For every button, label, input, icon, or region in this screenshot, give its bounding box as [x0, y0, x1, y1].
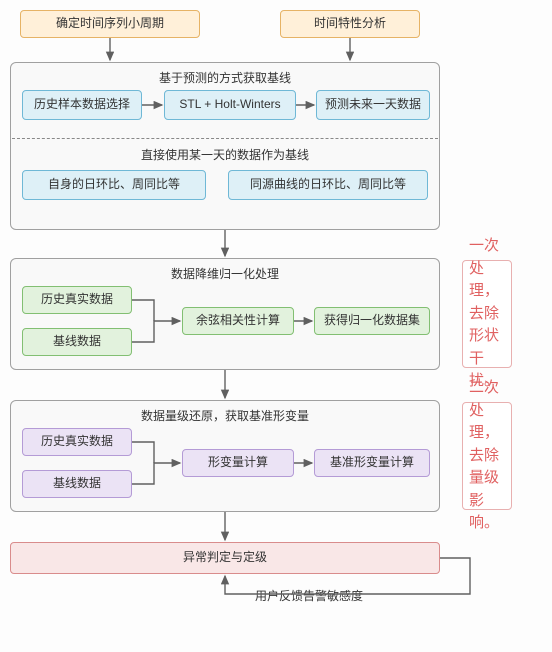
node-hist-data-2: 历史真实数据: [22, 428, 132, 456]
node-normalized-set: 获得归一化数据集: [314, 307, 430, 335]
node-baseline-data-1: 基线数据: [22, 328, 132, 356]
annotation-1: 一次处理，去除形状干扰。: [462, 260, 512, 368]
label: 历史样本数据选择: [34, 97, 130, 113]
label: 同源曲线的日环比、周同比等: [250, 177, 406, 193]
label: 历史真实数据: [41, 434, 113, 450]
group-title-normalize: 数据降维归一化处理: [11, 265, 439, 282]
label: 基线数据: [53, 334, 101, 350]
node-deform-calc: 形变量计算: [182, 449, 294, 477]
label: 余弦相关性计算: [196, 313, 280, 329]
feedback-label: 用户反馈告警敏感度: [255, 587, 363, 604]
group-title-predict: 基于预测的方式获取基线: [11, 69, 439, 86]
label: 自身的日环比、周同比等: [48, 177, 180, 193]
node-self-ratio: 自身的日环比、周同比等: [22, 170, 206, 200]
node-stl-hw: STL + Holt-Winters: [164, 90, 296, 120]
node-cosine: 余弦相关性计算: [182, 307, 294, 335]
node-history-sample: 历史样本数据选择: [22, 90, 142, 120]
node-baseline-data-2: 基线数据: [22, 470, 132, 498]
group-title-restore: 数据量级还原，获取基准形变量: [11, 407, 439, 424]
label: 时间特性分析: [314, 16, 386, 32]
label: 获得归一化数据集: [324, 313, 420, 329]
label: STL + Holt-Winters: [179, 97, 280, 113]
annotation-2: 二次处理，去除量级影响。: [462, 402, 512, 510]
label: 基准形变量计算: [330, 455, 414, 471]
node-time-analysis: 时间特性分析: [280, 10, 420, 38]
label: 历史真实数据: [41, 292, 113, 308]
group-title-direct: 直接使用某一天的数据作为基线: [10, 146, 440, 163]
node-hist-data-1: 历史真实数据: [22, 286, 132, 314]
label: 形变量计算: [208, 455, 268, 471]
node-determine-period: 确定时间序列小周期: [20, 10, 200, 38]
flowchart-canvas: 确定时间序列小周期 时间特性分析 基于预测的方式获取基线 历史样本数据选择 ST…: [10, 10, 542, 642]
node-source-ratio: 同源曲线的日环比、周同比等: [228, 170, 428, 200]
node-anomaly-judge: 异常判定与定级: [10, 542, 440, 574]
node-predict-next: 预测未来一天数据: [316, 90, 430, 120]
label: 异常判定与定级: [183, 550, 267, 566]
node-baseline-deform: 基准形变量计算: [314, 449, 430, 477]
label: 确定时间序列小周期: [56, 16, 164, 32]
label: 预测未来一天数据: [325, 97, 421, 113]
label: 基线数据: [53, 476, 101, 492]
dashed-divider: [12, 138, 438, 139]
